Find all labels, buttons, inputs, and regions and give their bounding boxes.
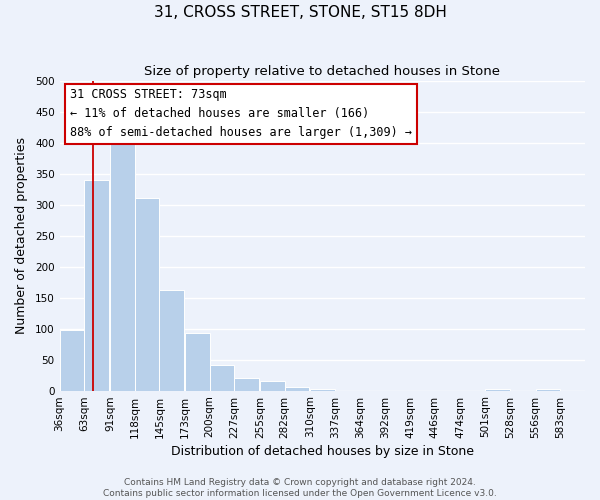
Bar [285,388,310,390]
Bar [134,198,160,390]
Bar [260,382,285,390]
Bar [59,330,84,390]
Bar [110,136,134,390]
Y-axis label: Number of detached properties: Number of detached properties [15,137,28,334]
Bar [235,378,259,390]
Text: 31 CROSS STREET: 73sqm
← 11% of detached houses are smaller (166)
88% of semi-de: 31 CROSS STREET: 73sqm ← 11% of detached… [70,88,412,140]
Text: 31, CROSS STREET, STONE, ST15 8DH: 31, CROSS STREET, STONE, ST15 8DH [154,5,446,20]
Bar [160,290,184,390]
Bar [185,333,209,390]
Text: Contains HM Land Registry data © Crown copyright and database right 2024.
Contai: Contains HM Land Registry data © Crown c… [103,478,497,498]
Bar [209,364,235,390]
X-axis label: Distribution of detached houses by size in Stone: Distribution of detached houses by size … [171,444,474,458]
Title: Size of property relative to detached houses in Stone: Size of property relative to detached ho… [144,65,500,78]
Bar [84,180,109,390]
